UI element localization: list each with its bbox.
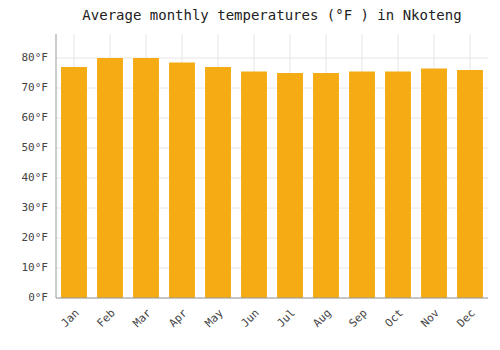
bar (241, 72, 267, 299)
x-tick-label: Dec (455, 307, 478, 330)
x-tick-label: Jun (239, 307, 262, 330)
bar (349, 72, 375, 299)
x-tick-label: Nov (419, 306, 443, 330)
x-tick-label: Apr (167, 306, 191, 330)
grid (56, 34, 488, 298)
x-tick-label: Jan (59, 307, 82, 330)
y-tick-label: 20°F (22, 231, 49, 244)
y-tick-label: 50°F (22, 141, 49, 154)
y-tick-label: 10°F (22, 261, 49, 274)
x-tick-label: Mar (131, 306, 155, 330)
y-tick-label: 70°F (22, 81, 49, 94)
bar (457, 70, 483, 298)
bar (61, 67, 87, 298)
bar (385, 72, 411, 299)
x-tick-label: Sep (347, 307, 370, 330)
y-tick-label: 60°F (22, 111, 49, 124)
x-axis-line (56, 298, 488, 299)
bar (421, 69, 447, 299)
x-tick-label: Oct (383, 307, 406, 330)
chart: 0°F 10°F 20°F 30°F 40°F 50°F 60°F 70°F 80°F Jan Fe… (0, 0, 500, 350)
bar (169, 63, 195, 299)
x-tick-label: Jul (275, 307, 298, 330)
bar (205, 67, 231, 298)
title: Average monthly temperatures (°F ) in Nk… (82, 7, 461, 23)
x-tick-label: Feb (95, 307, 118, 330)
y-tick-label: 80°F (22, 51, 49, 64)
y-axis-line (56, 34, 57, 298)
y-tick-label: 40°F (22, 171, 49, 184)
y-tick-label: 30°F (22, 201, 49, 214)
x-tick-label: May (203, 306, 227, 330)
bars (61, 58, 483, 298)
y-grid-line (56, 298, 488, 299)
bar (277, 73, 303, 298)
x-tick-label: Aug (311, 307, 334, 330)
y-tick-label: 0°F (28, 291, 48, 304)
bar (313, 73, 339, 298)
bar (97, 58, 123, 298)
bar (133, 58, 159, 298)
chart-container: 0°F 10°F 20°F 30°F 40°F 50°F 60°F 70°F 80°F Jan Fe… (0, 0, 500, 350)
